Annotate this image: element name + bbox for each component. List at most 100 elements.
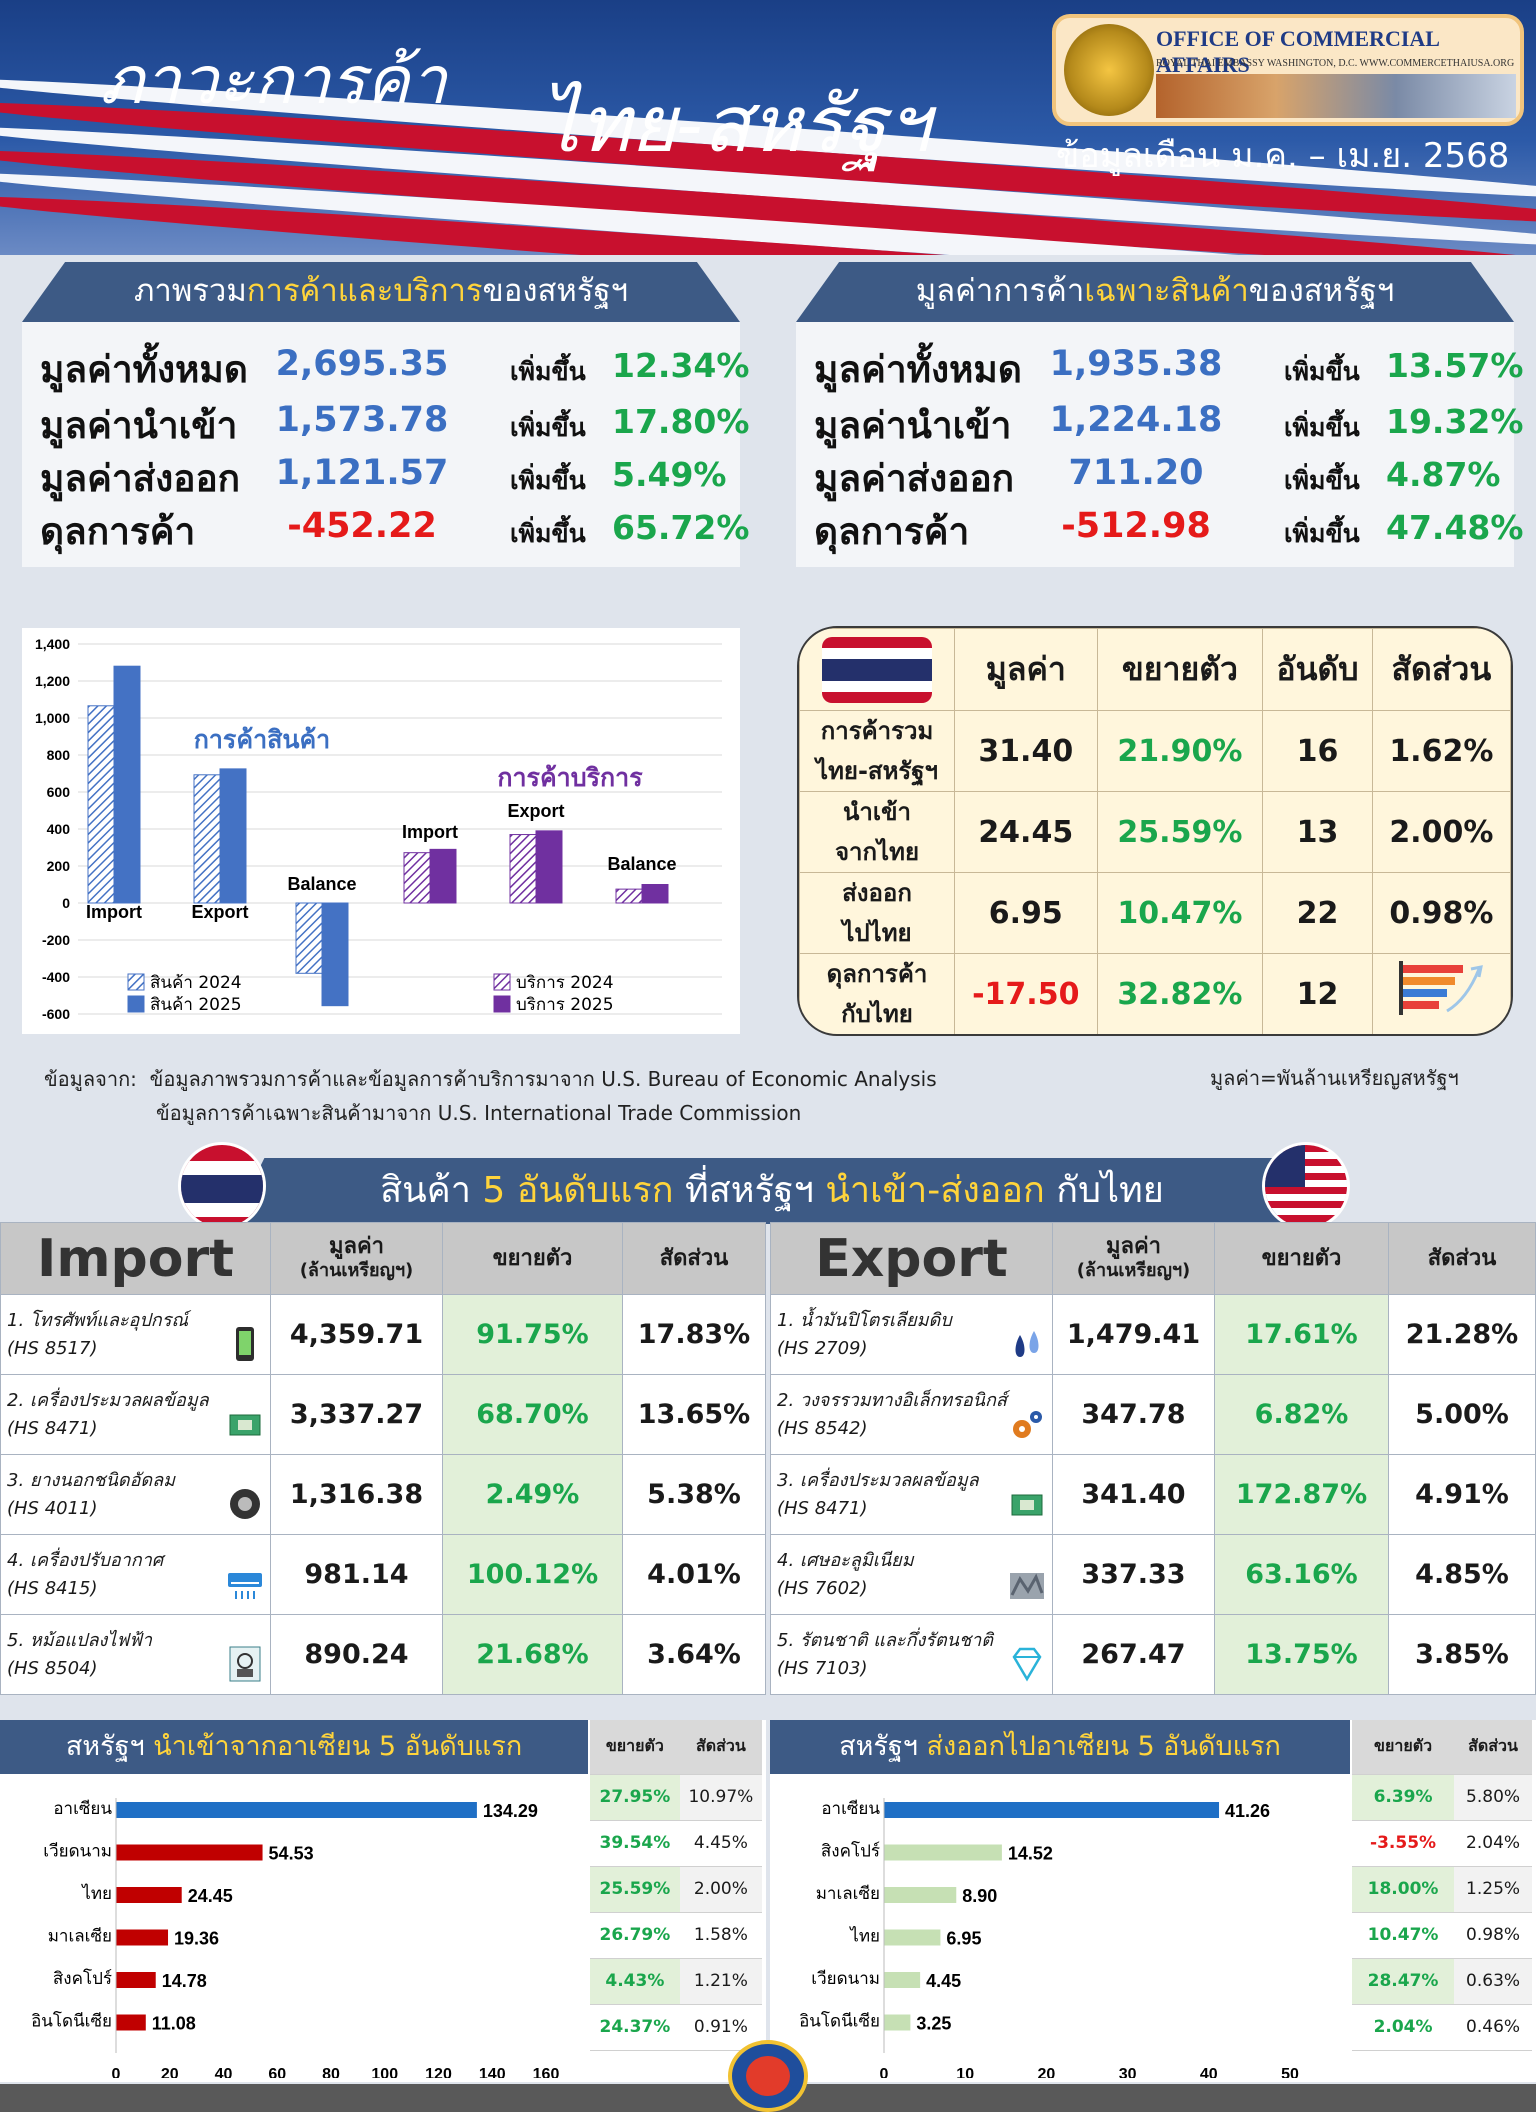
asean-x-tick: 40	[1200, 2066, 1218, 2078]
asean_export-stat-row: 28.47% 0.63%	[1352, 1958, 1532, 2005]
top_import-product: 2. เครื่องประมวลผลข้อมูล (HS 8471)	[0, 1374, 271, 1455]
top_export-product: 1. น้ำมันปิโตรเลียมดิบ (HS 2709)	[770, 1294, 1053, 1375]
goods-row-label: ดุลการค้า	[814, 510, 970, 553]
import-header-growth: ขยายตัว	[442, 1222, 623, 1295]
asean-bar-value: 54.53	[269, 1844, 314, 1864]
export-header-share: สัดส่วน	[1388, 1222, 1536, 1295]
bar-สินค้า 2025	[113, 665, 141, 904]
header-growth: ขยายตัว	[1096, 628, 1264, 711]
y-tick-label: 0	[62, 895, 70, 911]
goods-panel-body: มูลค่าทั้งหมด 1,935.38 เพิ่มขึ้น 13.57% มูลค…	[796, 322, 1523, 567]
asean-x-tick: 100	[371, 2066, 398, 2078]
goods-row-value: 711.20	[1068, 453, 1204, 493]
asean_import-stat-share: 10.97%	[679, 1774, 762, 1821]
thai-us-trade-table: มูลค่า ขยายตัว อันดับ สัดส่วน การค้ารวมไ…	[797, 626, 1513, 1036]
transformer-icon	[229, 1646, 261, 1682]
thai-row-label: ดุลการค้า กับไทย	[799, 953, 955, 1034]
asean_export-stat-share: 1.25%	[1454, 1866, 1532, 1913]
annotation-goods-trade: การค้าสินค้า	[194, 725, 330, 754]
circuit-board-icon	[229, 1414, 261, 1436]
asean-bar	[884, 2014, 911, 2031]
asean-country-label: เวียดนาม	[811, 1969, 880, 1989]
y-tick-label: 1,200	[35, 673, 70, 689]
asean-x-tick: 50	[1281, 2066, 1299, 2078]
goods-panel-title: มูลค่าการค้าเฉพาะสินค้าของสหรัฐฯ	[796, 262, 1514, 322]
source-label: ข้อมูลจาก:	[44, 1067, 137, 1091]
thai-row-rank: 13	[1262, 791, 1373, 873]
top_import-product: 1. โทรศัพท์และอุปกรณ์ (HS 8517)	[0, 1294, 271, 1375]
asean_export-stat-row: 2.04% 0.46%	[1352, 2004, 1532, 2051]
y-tick-label: 800	[47, 747, 71, 763]
asean-export-bar-chart: อาเซียน 41.26 สิงคโปร์ 14.52 มาเลเซีย 8.90 ไทย…	[799, 1798, 1299, 2078]
top_export-share: 4.91%	[1388, 1454, 1536, 1535]
overview-row-change-pct: 12.34%	[612, 346, 750, 385]
import-header-value: มูลค่า (ล้านเหรียญฯ)	[270, 1222, 443, 1295]
bar-สินค้า 2024	[87, 705, 115, 904]
unit-note: มูลค่า=พันล้านเหรียญสหรัฐฯ	[1210, 1066, 1459, 1090]
asean-import-bar-chart: อาเซียน 134.29 เวียดนาม 54.53 ไทย 24.45 มาเลเซ…	[31, 1798, 559, 2078]
asean_export-stat-share: 0.98%	[1454, 1912, 1532, 1959]
top_import-share: 3.64%	[622, 1614, 766, 1695]
asean_import-stat-growth: 39.54%	[590, 1820, 680, 1867]
top_export-row: 1. น้ำมันปิโตรเลียมดิบ (HS 2709) 1,479.41 1…	[770, 1294, 1536, 1375]
asean_import-stat-share: 1.21%	[679, 1958, 762, 2005]
title-trade-condition: ภาวะการค้า	[100, 42, 447, 119]
top_export-growth: 172.87%	[1214, 1454, 1389, 1535]
top_export-row: 5. รัตนชาติ และกึ่งรัตนชาติ (HS 7103) 267.…	[770, 1614, 1536, 1695]
goods-row-change-word: เพิ่มขึ้น	[1284, 519, 1360, 548]
goods-row-value: 1,224.18	[1049, 400, 1223, 440]
y-tick-label: 1,000	[35, 710, 70, 726]
overview-row: ดุลการค้า -452.22 เพิ่มขึ้น 65.72%	[22, 502, 749, 562]
asean-country-label: เวียดนาม	[43, 1842, 112, 1862]
asean-country-label: ไทย	[848, 1926, 880, 1947]
header-banner: ภาวะการค้า ไทย-สหรัฐฯ OFFICE OF COMMERCI…	[0, 0, 1536, 255]
asean-bar	[116, 1929, 169, 1946]
top5-banner: สินค้า 5 อันดับแรก ที่สหรัฐฯ นำเข้า-ส่งอ…	[232, 1158, 1312, 1224]
top_import-growth: 91.75%	[442, 1294, 623, 1375]
thai-table-row: ดุลการค้า กับไทย -17.50 32.82% 12	[799, 953, 1511, 1034]
top_export-growth: 6.82%	[1214, 1374, 1389, 1455]
overview-panel-body: มูลค่าทั้งหมด 2,695.35 เพิ่มขึ้น 12.34% มูลค…	[22, 322, 749, 567]
asean_import-stat-row: 26.79% 1.58%	[590, 1912, 762, 1959]
trade-bar-chart-svg: 1,400 1,200 1,000 800 600 400 200 0 -200 -400 -600…	[35, 636, 722, 1022]
top_import-product: 3. ยางนอกชนิดอัดลม (HS 4011)	[0, 1454, 271, 1535]
overview-row: มูลค่านำเข้า 1,573.78 เพิ่มขึ้น 17.80%	[22, 396, 749, 456]
thai-row-value: -17.50	[954, 953, 1098, 1034]
import-heading: Import	[0, 1222, 271, 1295]
circuit-board-icon	[1011, 1494, 1043, 1516]
top_import-row: 1. โทรศัพท์และอุปกรณ์ (HS 8517) 4,359.71 91…	[0, 1294, 766, 1375]
tire-icon	[230, 1489, 260, 1519]
asean_import-stat-growth: 25.59%	[590, 1866, 680, 1913]
asean-export-h-share: สัดส่วน	[1454, 1720, 1532, 1775]
asean-export-section: สหรัฐฯ ส่งออกไปอาเซียน 5 อันดับแรก อาเซี…	[770, 1720, 1536, 2082]
legend-swatch	[127, 973, 145, 991]
thai-flag-icon	[822, 636, 932, 703]
bar-บริการ 2025	[535, 830, 563, 904]
top_import-share: 5.38%	[622, 1454, 766, 1535]
top_export-value: 347.78	[1052, 1374, 1215, 1455]
top_export-share: 3.85%	[1388, 1614, 1536, 1695]
asean_export-stat-share: 2.04%	[1454, 1820, 1532, 1867]
asean-export-title: สหรัฐฯ ส่งออกไปอาเซียน 5 อันดับแรก	[770, 1720, 1350, 1774]
asean_import-stat-row: 4.43% 1.21%	[590, 1958, 762, 2005]
asean-bar-value: 14.52	[1008, 1844, 1053, 1864]
bar-บริการ 2024	[615, 888, 643, 904]
top5-banner-text: สินค้า 5 อันดับแรก ที่สหรัฐฯ นำเข้า-ส่งอ…	[380, 1170, 1164, 1211]
bar-growth-icon	[1399, 961, 1484, 1015]
top_import-row: 5. หม้อแปลงไฟฟ้า (HS 8504) 890.24 21.68% 3.6…	[0, 1614, 766, 1695]
us-flag-round-icon	[1262, 1142, 1350, 1230]
asean-bar-value: 19.36	[174, 1929, 219, 1949]
top_export-value: 267.47	[1052, 1614, 1215, 1695]
legend-label: สินค้า 2024	[150, 973, 242, 993]
bar-บริการ 2024	[509, 834, 537, 904]
y-tick-label: -200	[42, 932, 70, 948]
goods-row: ดุลการค้า -512.98 เพิ่มขึ้น 47.48%	[796, 502, 1523, 562]
goods-row: มูลค่าส่งออก 711.20 เพิ่มขึ้น 4.87%	[796, 449, 1514, 509]
goods-panel: มูลค่าการค้าเฉพาะสินค้าของสหรัฐฯ มูลค่าท…	[796, 262, 1523, 607]
category-label: Import	[86, 902, 142, 922]
asean-export-h-growth: ขยายตัว	[1352, 1720, 1455, 1775]
asean-bar	[884, 1844, 1002, 1861]
asean_export-stat-share: 0.46%	[1454, 2004, 1532, 2051]
top_import-product: 5. หม้อแปลงไฟฟ้า (HS 8504)	[0, 1614, 271, 1695]
asean_import-stat-row: 24.37% 0.91%	[590, 2004, 762, 2051]
